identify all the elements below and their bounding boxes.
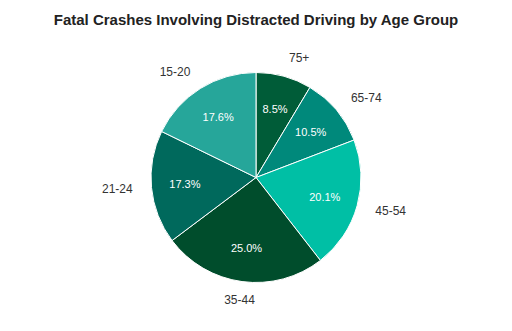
svg-text:17.3%: 17.3% [169,178,200,190]
svg-text:45-54: 45-54 [375,204,406,218]
svg-text:25.0%: 25.0% [231,242,262,254]
svg-text:10.5%: 10.5% [295,126,326,138]
svg-text:65-74: 65-74 [351,91,382,105]
svg-text:20.1%: 20.1% [309,191,340,203]
svg-text:75+: 75+ [289,51,309,65]
svg-text:35-44: 35-44 [224,293,255,307]
html-text:Fatal Crashes Involving Distra: Fatal Crashes Involving Distracted Drivi… [53,11,459,28]
svg-text:17.6%: 17.6% [203,111,234,123]
svg-text:21-24: 21-24 [102,182,133,196]
svg-text:15-20: 15-20 [160,65,191,79]
svg-text:8.5%: 8.5% [262,103,287,115]
